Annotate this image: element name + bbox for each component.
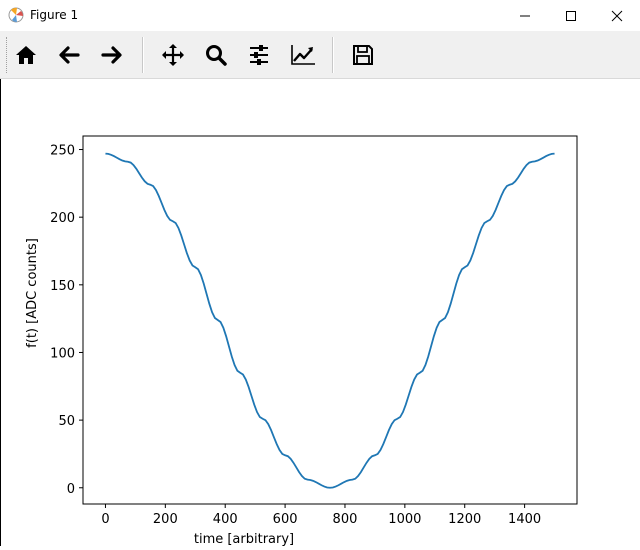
- close-button[interactable]: [594, 0, 640, 31]
- arrow-right-icon: [101, 46, 122, 64]
- y-tick-label: 250: [50, 144, 75, 159]
- x-tick-label: 0: [101, 512, 109, 527]
- toolbar-separator: [142, 37, 144, 73]
- magnifier-icon: [206, 45, 227, 66]
- axes-frame: [82, 135, 578, 505]
- subplots-button[interactable]: [243, 39, 275, 71]
- y-tick-label: 150: [50, 279, 75, 294]
- back-button[interactable]: [53, 39, 85, 71]
- home-button[interactable]: [10, 39, 42, 71]
- minimize-button[interactable]: [502, 0, 548, 31]
- y-axis-label: f(t) [ADC counts]: [25, 238, 40, 348]
- y-tick-label: 100: [50, 346, 75, 361]
- pan-button[interactable]: [157, 39, 189, 71]
- title-bar: Figure 1: [0, 0, 640, 31]
- x-axis-label: time [arbitrary]: [194, 532, 294, 546]
- line-chart: 0 200 400 600 800 1000 1200 1400 0 50 100 150 200 25…: [25, 135, 578, 547]
- zoom-button[interactable]: [200, 39, 232, 71]
- navigation-toolbar: [0, 31, 640, 79]
- x-tick-label: 1000: [388, 512, 421, 527]
- window-title: Figure 1: [30, 8, 79, 22]
- move-icon: [162, 44, 184, 66]
- save-button[interactable]: [347, 39, 379, 71]
- customize-button[interactable]: [286, 39, 318, 71]
- series-line: [105, 152, 555, 489]
- matplotlib-logo-icon: [8, 7, 24, 23]
- forward-button[interactable]: [96, 39, 128, 71]
- figure-canvas[interactable]: 0 200 400 600 800 1000 1200 1400 0 50 100 150 200 25…: [0, 79, 640, 547]
- toolbar-grip[interactable]: [6, 37, 9, 73]
- minimize-icon: [520, 15, 530, 17]
- x-tick-label: 1400: [508, 512, 541, 527]
- sliders-icon: [250, 45, 268, 65]
- maximize-icon: [566, 11, 576, 21]
- x-tick-label: 800: [333, 512, 358, 527]
- x-tick-label: 400: [213, 512, 238, 527]
- x-tick-label: 200: [153, 512, 178, 527]
- maximize-button[interactable]: [548, 0, 594, 31]
- home-icon: [16, 46, 36, 64]
- floppy-disk-icon: [353, 45, 373, 65]
- x-tick-label: 600: [273, 512, 298, 527]
- chart-line-icon: [291, 45, 315, 65]
- y-tick-label: 50: [58, 414, 75, 429]
- toolbar-separator: [332, 37, 334, 73]
- y-tick-label: 200: [50, 211, 75, 226]
- arrow-left-icon: [59, 46, 80, 64]
- close-icon: [611, 10, 623, 22]
- y-tick-label: 0: [67, 482, 75, 497]
- x-tick-label: 1200: [448, 512, 481, 527]
